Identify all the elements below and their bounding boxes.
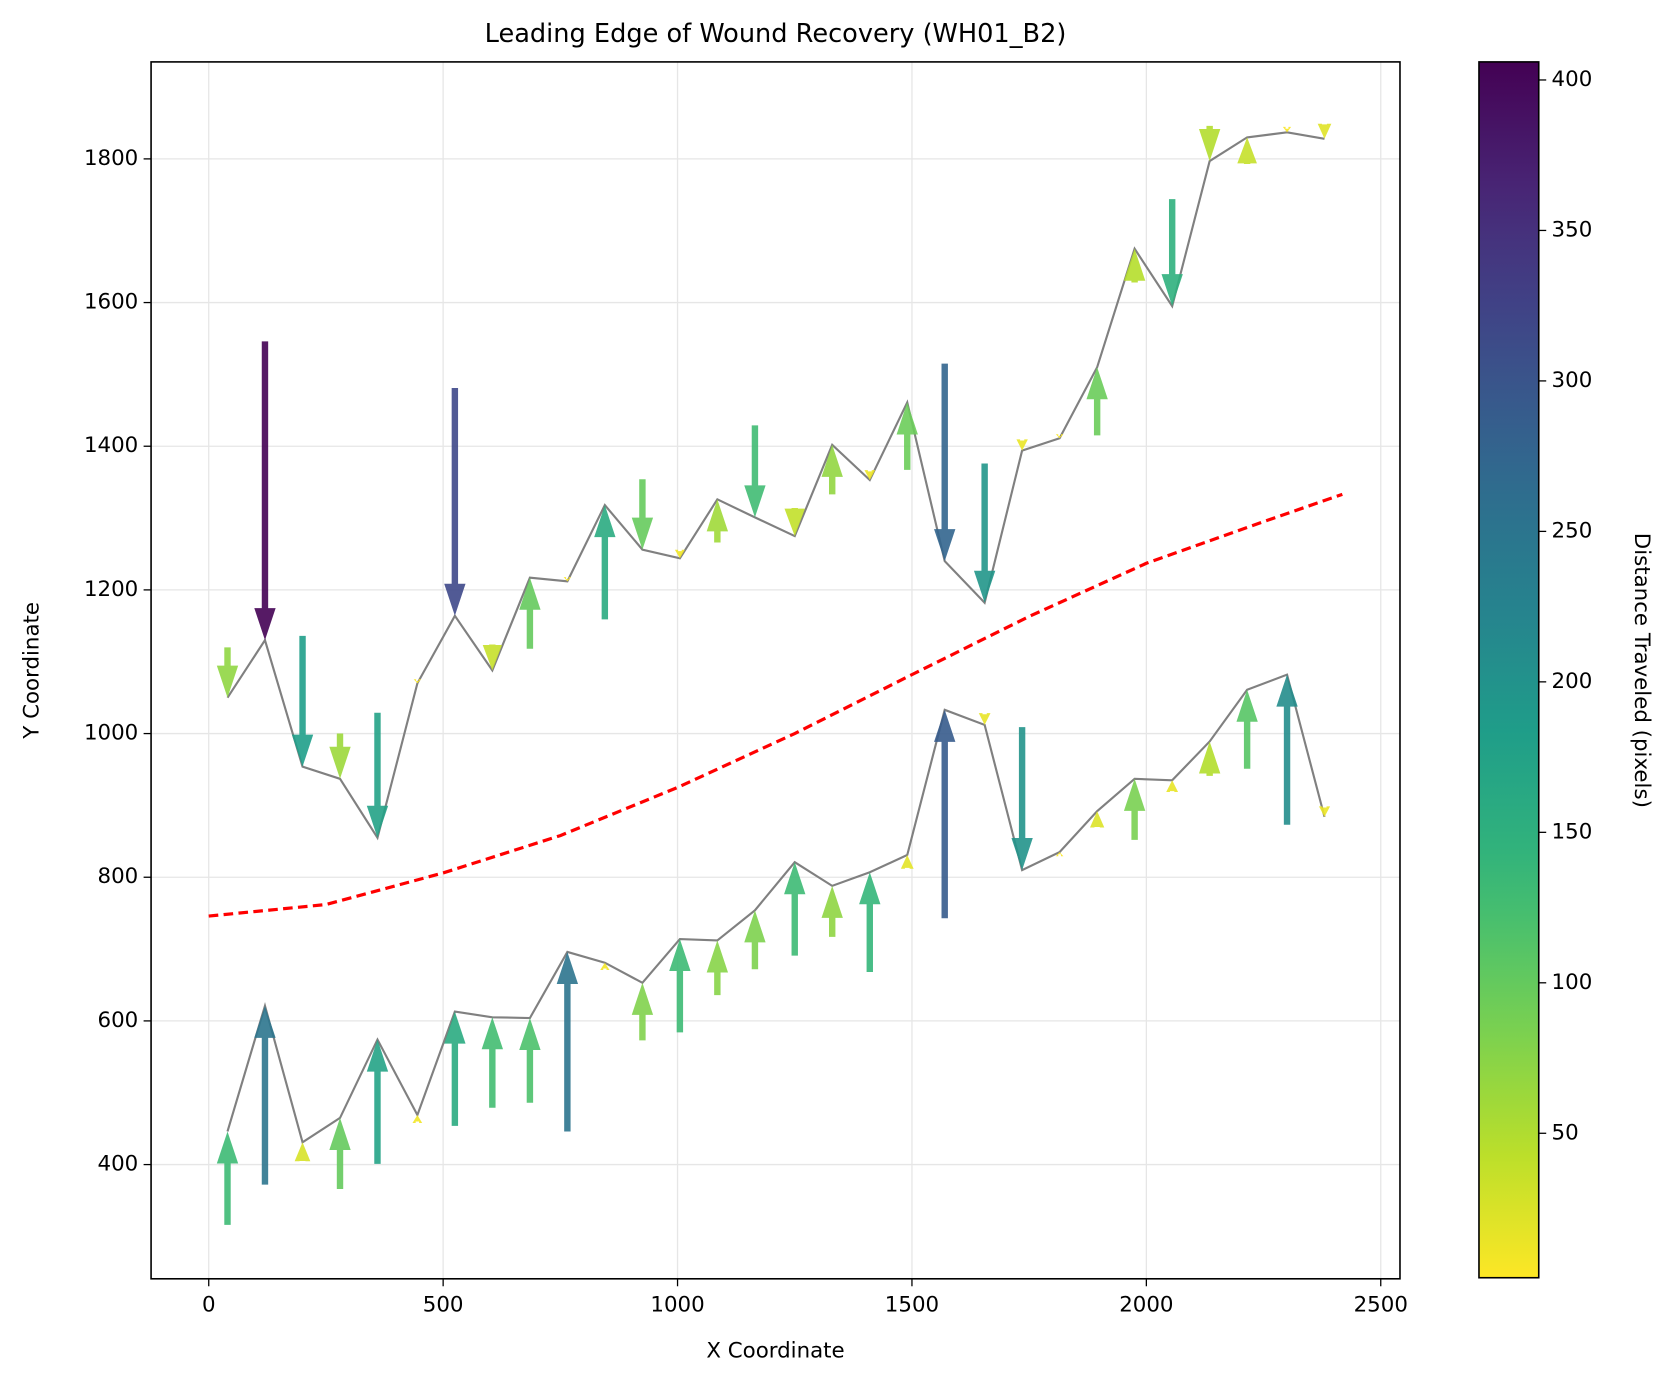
colorbar-tick-label: 300	[1552, 368, 1593, 393]
y-tick-label: 1800	[84, 146, 138, 171]
arrow	[600, 962, 610, 970]
arrow	[1055, 852, 1064, 857]
y-tick-label: 1600	[84, 290, 138, 315]
arrow	[291, 635, 314, 767]
arrow	[744, 425, 766, 518]
colorbar-tick-label: 50	[1552, 1120, 1579, 1145]
arrow	[1317, 123, 1332, 139]
arrow	[1016, 439, 1028, 451]
arrow	[1318, 806, 1331, 817]
arrow	[934, 709, 956, 919]
arrow	[973, 463, 996, 603]
colorbar-tick-label: 200	[1552, 669, 1593, 694]
arrow	[706, 940, 729, 996]
arrow	[216, 647, 239, 698]
arrow	[934, 363, 956, 562]
arrow	[744, 910, 766, 970]
arrow	[366, 1039, 389, 1164]
arrow	[329, 1117, 351, 1190]
plot-frame	[150, 61, 1401, 1280]
arrow	[366, 712, 389, 838]
colorbar-tick-label: 400	[1552, 67, 1593, 92]
arrow	[481, 1017, 504, 1108]
arrow	[1089, 811, 1105, 828]
colorbar-tick-label: 350	[1552, 217, 1593, 242]
arrow	[864, 470, 876, 481]
x-tick-label: 1500	[885, 1292, 939, 1317]
midline	[208, 492, 1343, 918]
arrow	[706, 499, 729, 543]
y-axis-label: Y Coordinate	[20, 602, 45, 740]
arrow	[1166, 780, 1179, 793]
arrow	[1276, 674, 1298, 825]
arrow	[1161, 199, 1183, 307]
y-tick-label: 800	[98, 864, 139, 889]
arrow	[631, 982, 654, 1041]
x-tick-label: 2500	[1354, 1292, 1408, 1317]
arrow	[519, 577, 541, 649]
arrow	[978, 713, 991, 725]
arrow	[669, 939, 691, 1033]
arrow	[631, 479, 654, 550]
arrow	[216, 1131, 239, 1225]
arrow	[1086, 367, 1108, 436]
colorbar-tick-label: 250	[1552, 518, 1593, 543]
arrow	[821, 444, 843, 495]
y-tick-label: 400	[98, 1152, 139, 1177]
arrow	[294, 1142, 311, 1162]
y-tick-label: 1200	[84, 577, 138, 602]
arrow	[563, 577, 572, 582]
arrow	[254, 1005, 276, 1185]
arrow	[482, 644, 503, 671]
arrow	[859, 872, 881, 973]
arrow	[1198, 125, 1221, 162]
arrow	[444, 388, 466, 616]
arrow	[412, 1115, 423, 1123]
arrow	[1237, 137, 1257, 164]
edge-line	[226, 673, 1326, 1144]
x-tick-label: 0	[202, 1292, 216, 1317]
colorbar-tick-label: 100	[1552, 970, 1593, 995]
arrow	[1123, 778, 1146, 840]
arrow	[1011, 727, 1033, 871]
arrow	[1123, 248, 1146, 283]
arrow	[784, 862, 806, 956]
chart-title: Leading Edge of Wound Recovery (WH01_B2)	[485, 19, 1067, 49]
arrow	[413, 679, 422, 684]
colorbar	[1478, 61, 1540, 1279]
y-tick-label: 1400	[84, 433, 138, 458]
arrow	[900, 855, 914, 869]
arrow	[329, 733, 351, 779]
arrow	[594, 505, 616, 620]
arrow	[896, 402, 918, 470]
arrow	[444, 1011, 466, 1126]
edge-line	[226, 131, 1325, 841]
colorbar-label: Distance Traveled (pixels)	[1629, 533, 1654, 808]
colorbar-tick-label: 150	[1552, 819, 1593, 844]
arrow	[1055, 434, 1064, 439]
x-tick-label: 500	[423, 1292, 464, 1317]
arrow	[821, 885, 843, 937]
arrow	[1198, 741, 1221, 776]
arrow	[556, 951, 579, 1132]
y-tick-label: 1000	[84, 721, 138, 746]
x-tick-label: 2000	[1119, 1292, 1173, 1317]
arrow	[784, 507, 805, 537]
arrow	[519, 1018, 541, 1103]
x-axis-label: X Coordinate	[706, 1338, 844, 1363]
arrow	[1236, 689, 1258, 769]
x-tick-label: 1000	[650, 1292, 704, 1317]
arrow	[674, 549, 685, 559]
y-tick-label: 600	[98, 1008, 139, 1033]
arrow	[1282, 126, 1292, 133]
arrow	[254, 341, 276, 641]
